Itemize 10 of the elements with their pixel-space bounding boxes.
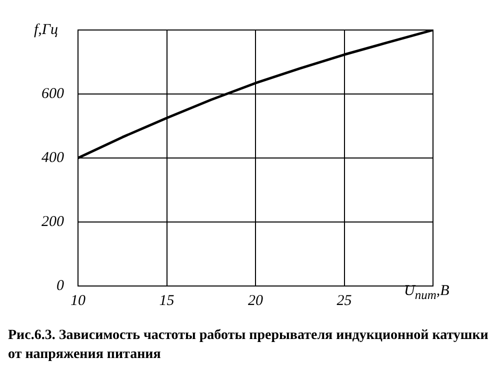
y-axis-title: f,Гц — [34, 22, 58, 39]
text: Рис.6.3. Зависимость частоты работы прерывателя индукционной катушки от напряжения питания — [8, 327, 490, 364]
y-tick-label: 400 — [42, 150, 64, 166]
x-tick-label: 20 — [248, 292, 264, 309]
y-tick-label: 200 — [42, 214, 64, 230]
x-tick-label: 10 — [70, 292, 86, 309]
x-tick-label: 15 — [159, 292, 175, 309]
y-tick-label: 0 — [56, 278, 64, 294]
y-tick-label: 600 — [42, 86, 64, 102]
x-tick-label: 25 — [336, 292, 352, 309]
